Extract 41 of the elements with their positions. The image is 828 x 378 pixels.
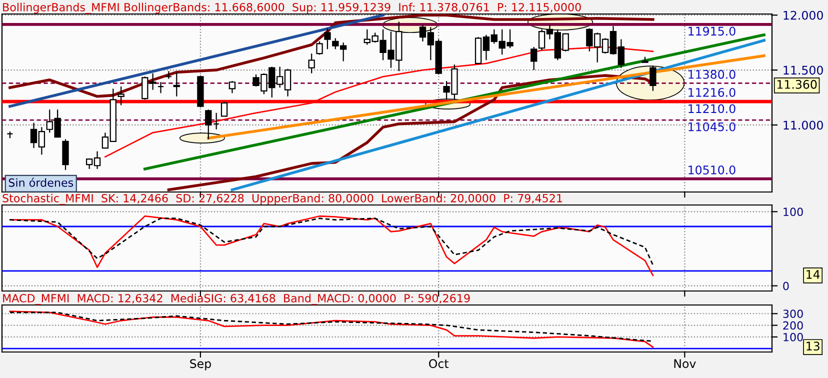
- candlestick: [212, 112, 220, 130]
- ref-line-label: 11915.0: [688, 26, 736, 36]
- y-tick-label: 100: [784, 332, 803, 342]
- y-tick-label: 11.000: [784, 120, 823, 130]
- line-series: [9, 218, 654, 266]
- candlestick: [324, 28, 331, 50]
- chart-title: BollingerBands_MFMI BollingerBands: 11.668,6000 Sup: 11.959,1239 Inf: 11.378,0761 P: 12.115,0000: [3, 2, 581, 14]
- chart-title: Stochastic_MFMI SK: 14,2466 SD: 27,6228 UppperBand: 80,0000 LowerBand: 20,0000 P: 79,4521: [2, 194, 562, 205]
- candlestick: [165, 70, 172, 80]
- text: 13: [806, 342, 820, 351]
- candlestick: [228, 80, 236, 94]
- chart-title: MACD_MFMI MACD: 12,6342 MediaSIG: 63,4168 Band_MACD: 0,0000 P: 590,2619: [3, 294, 470, 305]
- candlestick: [316, 40, 323, 56]
- ref-line-label: 11210.0: [688, 104, 736, 114]
- x-tick-label: Oct: [429, 359, 449, 368]
- line-series: [8, 14, 654, 98]
- candlestick: [118, 86, 124, 106]
- candlestick: [157, 82, 164, 94]
- y-tick-label: 11.500: [784, 66, 823, 75]
- candlestick: [308, 53, 315, 74]
- y-tick-label: 200: [783, 321, 803, 330]
- y-tick-label: 300: [783, 310, 803, 318]
- candlestick: [173, 72, 180, 97]
- candlestick: [220, 101, 228, 117]
- ref-line-label: 10510.0: [688, 166, 736, 174]
- y-tick-label: 100: [784, 208, 803, 216]
- line-series: [9, 215, 654, 276]
- x-tick-label: Sep: [190, 359, 211, 370]
- x-tick-label: Nov: [674, 359, 696, 368]
- annotation: Sin órdenes: [8, 178, 74, 187]
- candlestick: [530, 46, 538, 71]
- candlestick: [62, 138, 69, 171]
- y-tick-label: 0: [783, 282, 789, 290]
- ref-line-label: 11045.0: [688, 122, 736, 132]
- line-series: [9, 312, 654, 342]
- y-tick-label: 12.000: [784, 10, 823, 20]
- ref-line-label: 11216.0: [688, 88, 736, 97]
- ref-line-label: 11380.0: [688, 70, 736, 79]
- text: 14: [806, 270, 820, 279]
- line-series: [9, 310, 654, 348]
- text: 11.360: [777, 80, 817, 89]
